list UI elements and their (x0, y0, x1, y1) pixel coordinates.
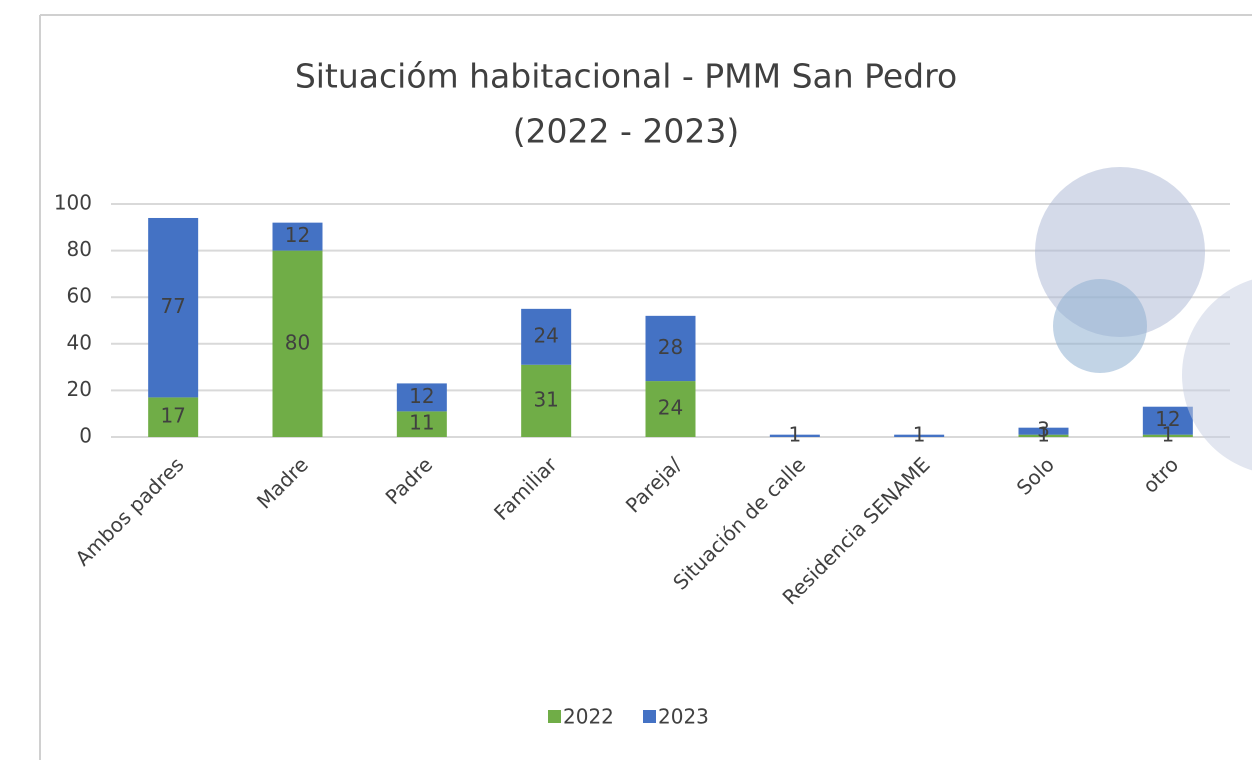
bar-segment (645, 315, 696, 382)
legend-label: 2023 (658, 705, 709, 729)
legend-swatch (548, 710, 561, 723)
data-label: 24 (533, 323, 558, 347)
y-tick-label: 60 (67, 284, 92, 308)
data-label: 1 (1037, 422, 1050, 446)
data-label: 12 (409, 384, 434, 408)
bar-segment (521, 308, 572, 365)
data-label: 3 (1037, 418, 1050, 442)
y-tick-label: 40 (67, 330, 92, 354)
legend-swatch (643, 710, 656, 723)
y-tick-label: 0 (79, 424, 92, 448)
data-label: 12 (285, 223, 310, 247)
bar-segment (894, 434, 945, 437)
data-label: 1 (1161, 422, 1174, 446)
data-label: 1 (788, 422, 801, 446)
data-label: 11 (409, 411, 434, 435)
data-label: 77 (160, 294, 185, 318)
data-label: 17 (160, 404, 185, 428)
data-label: 80 (285, 330, 310, 354)
bar-segment (396, 383, 447, 412)
bar-segment (272, 250, 323, 437)
y-tick-label: 100 (54, 191, 92, 215)
bar-segment (1142, 406, 1193, 435)
bar-segment (148, 217, 199, 398)
bar-segment (1142, 434, 1193, 437)
y-tick-label: 80 (67, 237, 92, 261)
data-label: 24 (658, 396, 683, 420)
data-label: 31 (533, 387, 558, 411)
bar-segment (272, 222, 323, 251)
data-label: 1 (913, 422, 926, 446)
bar-segment (1018, 427, 1069, 435)
bar-segment (1018, 434, 1069, 437)
data-label: 28 (658, 335, 683, 359)
chart-title: (2022 - 2023) (513, 112, 740, 151)
deco-circle (1053, 279, 1147, 373)
deco-circle (1182, 279, 1252, 471)
bar-segment (769, 434, 820, 437)
legend-label: 2022 (563, 705, 614, 729)
bar-segment (396, 411, 447, 437)
chart-title: Situacióm habitacional - PMM San Pedro (295, 57, 957, 96)
bar-segment (521, 364, 572, 437)
decoration (1035, 167, 1252, 471)
data-label: 12 (1155, 407, 1180, 431)
bar-segment (645, 381, 696, 437)
y-tick-label: 20 (67, 377, 92, 401)
bar-segment (148, 397, 199, 437)
